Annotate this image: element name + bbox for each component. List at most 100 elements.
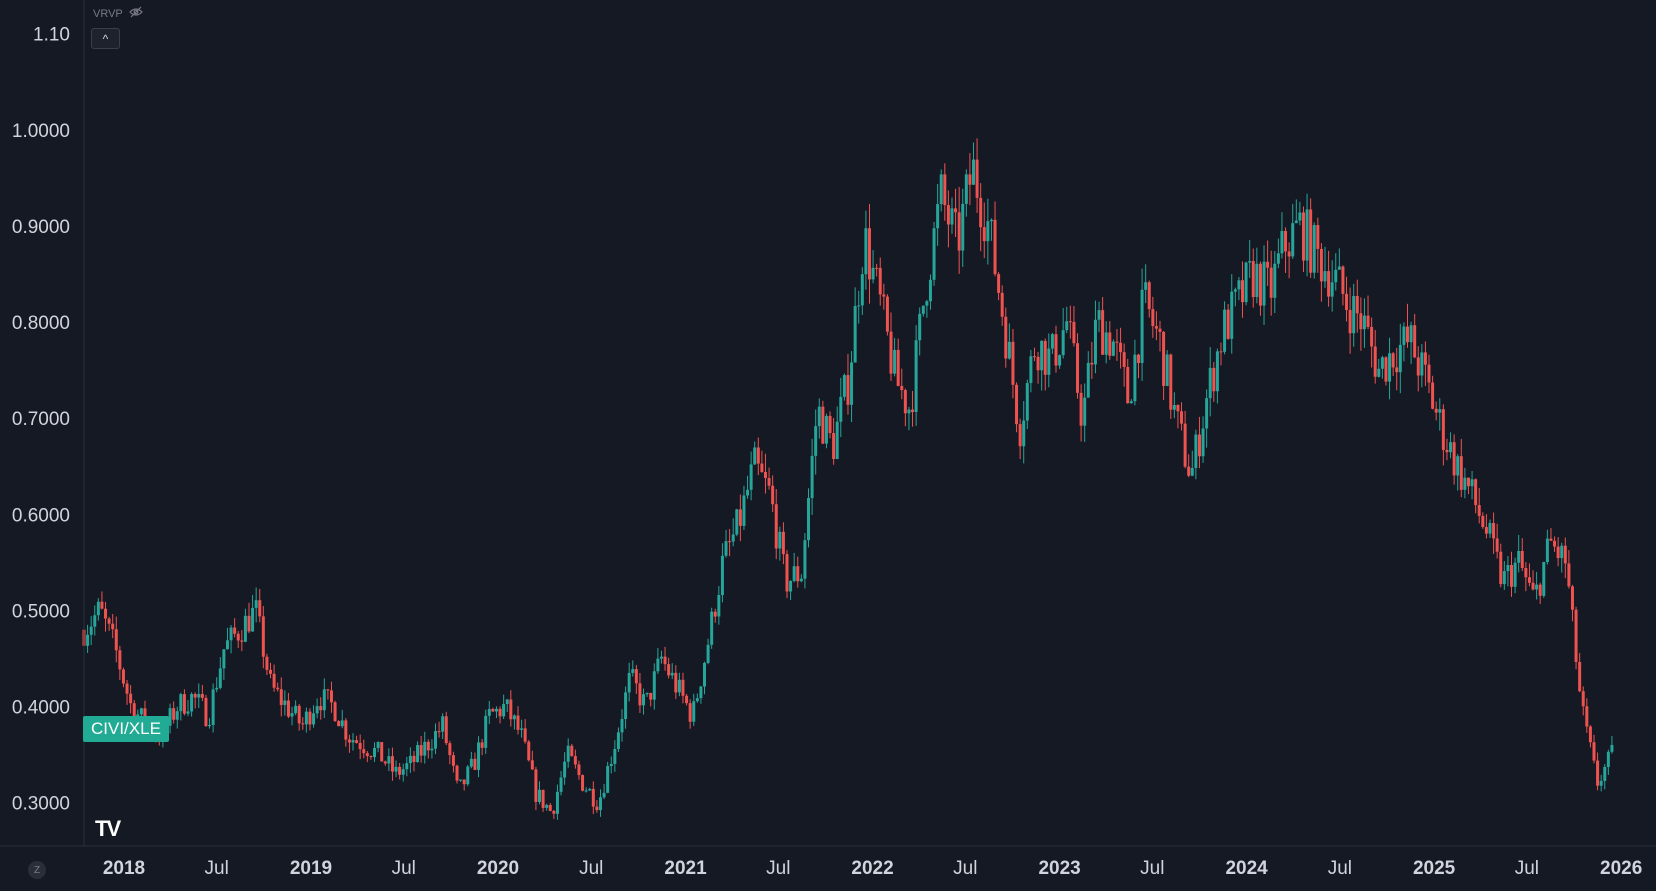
eye-hidden-icon[interactable] — [128, 6, 143, 21]
candle-body — [1190, 467, 1194, 476]
candle-body — [204, 697, 208, 727]
candle-body — [555, 791, 559, 814]
candle-body — [426, 741, 430, 751]
candle-body — [1158, 328, 1162, 332]
x-tick-label: Jul — [953, 858, 977, 879]
candle-body — [423, 741, 427, 756]
candle-body — [523, 728, 527, 742]
candle-body — [588, 788, 592, 791]
candle-body — [702, 662, 706, 687]
x-tick-label: 2020 — [477, 858, 519, 879]
candle-body — [534, 769, 538, 802]
candle-body — [527, 741, 531, 761]
candle-body — [179, 694, 183, 712]
candle-body — [344, 720, 348, 740]
candle-body — [613, 749, 617, 764]
candle-body — [272, 673, 276, 688]
candle-body — [685, 695, 689, 704]
x-tick-label: 2021 — [664, 858, 707, 879]
candle-body — [591, 788, 595, 807]
candle-body — [706, 644, 710, 663]
candle-body — [1129, 401, 1133, 404]
candle-body — [1093, 319, 1097, 365]
candle-body — [850, 362, 854, 405]
candle-body — [670, 672, 674, 676]
candle-body — [832, 433, 836, 459]
candle-body — [1086, 362, 1090, 398]
candle-body — [139, 708, 143, 715]
candle-body — [548, 804, 552, 811]
candle-body — [129, 693, 133, 704]
candle-body — [1603, 766, 1607, 781]
price-axis[interactable]: 1.10 1.0000 0.9000 0.8000 0.7000 0.6000 0.5000… — [12, 0, 85, 846]
y-tick-label: 0.3000 — [12, 794, 70, 815]
candle-body — [796, 566, 800, 582]
candle-body — [1061, 330, 1065, 356]
candle-body — [1581, 691, 1585, 707]
candle-body — [1165, 354, 1169, 386]
candle-body — [1169, 354, 1173, 410]
candle-body — [961, 203, 965, 251]
candle-body — [509, 699, 513, 720]
candle-body — [254, 600, 258, 608]
tradingview-logo[interactable]: TV — [95, 816, 121, 841]
candle-body — [595, 806, 599, 811]
candle-body — [925, 301, 929, 306]
chevron-up-icon[interactable]: ^ — [91, 28, 120, 49]
candle-body — [290, 713, 294, 717]
candle-body — [1327, 271, 1331, 297]
candle-body — [677, 679, 681, 693]
candle-body — [545, 804, 549, 808]
candle-body — [1309, 209, 1313, 273]
candle-body — [1251, 261, 1255, 298]
y-tick-label: 0.8000 — [12, 313, 70, 334]
candle-body — [824, 415, 828, 444]
candle-body — [1502, 571, 1506, 585]
candle-body — [1122, 352, 1126, 368]
candle-body — [1345, 293, 1349, 311]
candle-body — [491, 708, 495, 712]
candle-body — [828, 415, 832, 434]
candle-body — [1481, 515, 1485, 528]
y-tick-label: 1.0000 — [12, 121, 70, 142]
candle-body — [369, 756, 373, 758]
candle-body — [1076, 343, 1080, 393]
vrvp-indicator[interactable]: VRVP — [93, 6, 143, 21]
candle-body — [222, 649, 226, 669]
candle-body — [1445, 449, 1449, 453]
candle-body — [502, 704, 506, 717]
candle-body — [1535, 584, 1539, 590]
y-tick-label: 0.7000 — [12, 409, 70, 430]
candle-body — [1083, 397, 1087, 426]
candle-body — [566, 745, 570, 762]
candle-body — [746, 489, 750, 496]
candle-body — [1359, 313, 1363, 330]
candle-body — [1316, 225, 1320, 249]
candle-body — [319, 706, 323, 711]
candle-body — [964, 174, 968, 204]
time-axis[interactable]: 2018 Jul 2019 Jul 2020 Jul 2021 Jul 2022 Jul 2023 J… — [0, 845, 1656, 879]
candle-body — [860, 274, 864, 306]
candle-body — [1477, 505, 1481, 516]
candle-body — [1545, 538, 1549, 563]
candle-body — [842, 375, 846, 397]
candle-body — [674, 672, 678, 693]
candle-body — [1007, 341, 1011, 359]
timezone-button[interactable]: Z — [28, 861, 46, 879]
candle-body — [1449, 442, 1453, 453]
candle-body — [1380, 357, 1384, 369]
candle-body — [656, 658, 660, 672]
y-tick-label: 0.6000 — [12, 505, 70, 526]
candle-body — [821, 406, 825, 444]
y-tick-label: 1.10 — [33, 25, 70, 46]
candle-body — [233, 627, 237, 634]
candle-body — [358, 742, 362, 750]
candle-body — [989, 219, 993, 222]
candle-body — [581, 775, 585, 791]
candle-body — [498, 708, 502, 717]
candle-body — [570, 745, 574, 757]
candle-body — [1391, 353, 1395, 368]
candle-body — [1241, 280, 1245, 303]
candle-body — [889, 331, 893, 374]
